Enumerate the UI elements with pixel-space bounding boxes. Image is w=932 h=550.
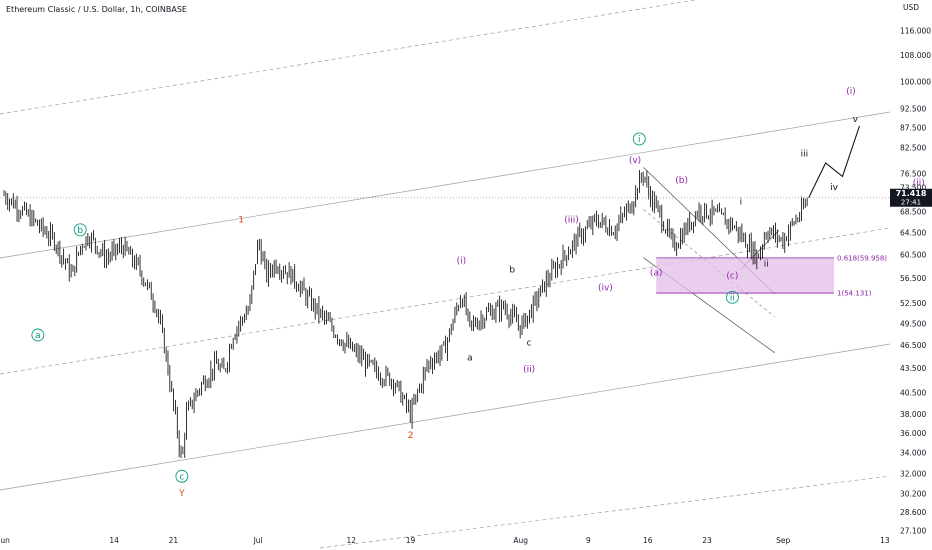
x-tick-label: 16 bbox=[643, 536, 653, 545]
y-tick-label: 43.500 bbox=[900, 364, 926, 373]
x-tick-label: 19 bbox=[406, 536, 416, 545]
wave-label: ii bbox=[764, 259, 769, 269]
y-tick-label: 76.500 bbox=[900, 170, 926, 179]
channel-line bbox=[0, 111, 891, 259]
wave-label: iii bbox=[801, 150, 809, 160]
wave-labels: bacY12(i)(ii)abc(iii)(iv)i(v)(a)(b)(c)ii… bbox=[31, 87, 925, 499]
x-tick-label: 23 bbox=[702, 536, 712, 545]
fib-label: 1(54.131) bbox=[837, 290, 872, 298]
channel-line bbox=[0, 227, 891, 375]
channel-line bbox=[319, 475, 891, 549]
wave-label: a bbox=[35, 331, 41, 341]
channel-line bbox=[0, 343, 891, 491]
y-tick-label: 46.500 bbox=[900, 341, 926, 350]
x-tick-label: 12 bbox=[346, 536, 356, 545]
y-tick-label: 27.100 bbox=[900, 527, 926, 536]
wave-circle bbox=[31, 328, 45, 342]
y-tick-label: 40.500 bbox=[900, 388, 926, 397]
channel-line bbox=[0, 0, 698, 115]
x-tick-label: 13 bbox=[880, 536, 890, 545]
y-tick-label: 60.500 bbox=[900, 250, 926, 259]
wave-label: b bbox=[77, 226, 83, 236]
y-tick-label: 116.000 bbox=[900, 26, 931, 35]
price-tag: 71.418 27:41 bbox=[890, 188, 932, 207]
wave-label: (iv) bbox=[598, 284, 613, 294]
wave-label: (c) bbox=[726, 271, 738, 281]
x-tick-label: 9 bbox=[586, 536, 591, 545]
wave-label: (v) bbox=[629, 156, 641, 166]
wave-label: a bbox=[467, 353, 473, 363]
y-tick-label: 64.500 bbox=[900, 228, 926, 237]
y-tick-label: 56.500 bbox=[900, 274, 926, 283]
projection-line bbox=[808, 125, 861, 199]
fib-label: 0.618(59.958) bbox=[837, 254, 887, 262]
y-tick-label: 68.500 bbox=[900, 208, 926, 217]
price-series bbox=[3, 170, 808, 459]
wave-label: iv bbox=[830, 183, 839, 193]
wave-label: 2 bbox=[408, 431, 414, 441]
y-tick-label: 32.000 bbox=[900, 469, 926, 478]
x-tick-label: Jul bbox=[253, 536, 263, 545]
wave-label: b bbox=[509, 265, 515, 275]
y-tick-label: 87.500 bbox=[900, 123, 926, 132]
wave-circle bbox=[175, 469, 189, 483]
wave-label: 1 bbox=[238, 215, 244, 225]
countdown-label: 27:41 bbox=[901, 199, 921, 207]
wave-label: (ii) bbox=[523, 365, 535, 375]
wave-label: (i) bbox=[846, 87, 856, 97]
chart-title: Ethereum Classic / U.S. Dollar, 1h, COIN… bbox=[6, 5, 187, 14]
y-tick-label: 108.000 bbox=[900, 51, 931, 60]
y-tick-label: 73.500 bbox=[900, 183, 926, 192]
wave-circle bbox=[73, 223, 87, 237]
y-tick-label: 82.500 bbox=[900, 144, 926, 153]
wave-label: c bbox=[527, 338, 532, 348]
wave-label: i bbox=[740, 198, 743, 208]
wave-label: v bbox=[853, 115, 859, 125]
last-price-label: 71.418 bbox=[896, 189, 927, 198]
projection-path bbox=[808, 125, 861, 199]
x-tick-label: 21 bbox=[169, 536, 179, 545]
wave-label: c bbox=[179, 472, 184, 482]
x-tick-label: Sep bbox=[776, 536, 790, 545]
fib-zone: 0.618(59.958) 1(54.131) bbox=[656, 254, 887, 298]
wave-label: (b) bbox=[675, 176, 688, 186]
wave-label: Y bbox=[178, 489, 185, 499]
price-axis[interactable]: 27.100 28.600 30.200 32.000 34.000 36.000 38.0… bbox=[900, 26, 931, 535]
x-tick-label: Jun bbox=[0, 536, 10, 545]
wave-label: ii bbox=[730, 293, 735, 303]
x-tick-label: Aug bbox=[513, 536, 528, 545]
x-tick-label: 14 bbox=[109, 536, 119, 545]
y-tick-label: 36.000 bbox=[900, 429, 926, 438]
y-tick-label: 49.500 bbox=[900, 319, 926, 328]
y-tick-label: 52.500 bbox=[900, 299, 926, 308]
y-tick-label: 92.500 bbox=[900, 104, 926, 113]
time-axis[interactable]: Jun1421Jul1219Aug91623Sep1320 bbox=[0, 536, 932, 545]
wave-label: (iii) bbox=[564, 215, 579, 225]
wave-label: (ii) bbox=[913, 179, 925, 189]
wave-label: i bbox=[638, 135, 641, 145]
y-tick-label: 34.000 bbox=[900, 448, 926, 457]
wave-label: (a) bbox=[650, 268, 663, 278]
currency-label: USD bbox=[903, 3, 919, 12]
wave-label: (i) bbox=[457, 256, 467, 266]
fib-rect bbox=[656, 257, 835, 294]
y-tick-label: 30.200 bbox=[900, 489, 926, 498]
wave-circle bbox=[725, 290, 739, 304]
y-tick-label: 100.000 bbox=[900, 77, 931, 86]
wave-circle bbox=[632, 132, 646, 146]
y-tick-label: 28.600 bbox=[900, 508, 926, 517]
y-tick-label: 38.000 bbox=[900, 410, 926, 419]
